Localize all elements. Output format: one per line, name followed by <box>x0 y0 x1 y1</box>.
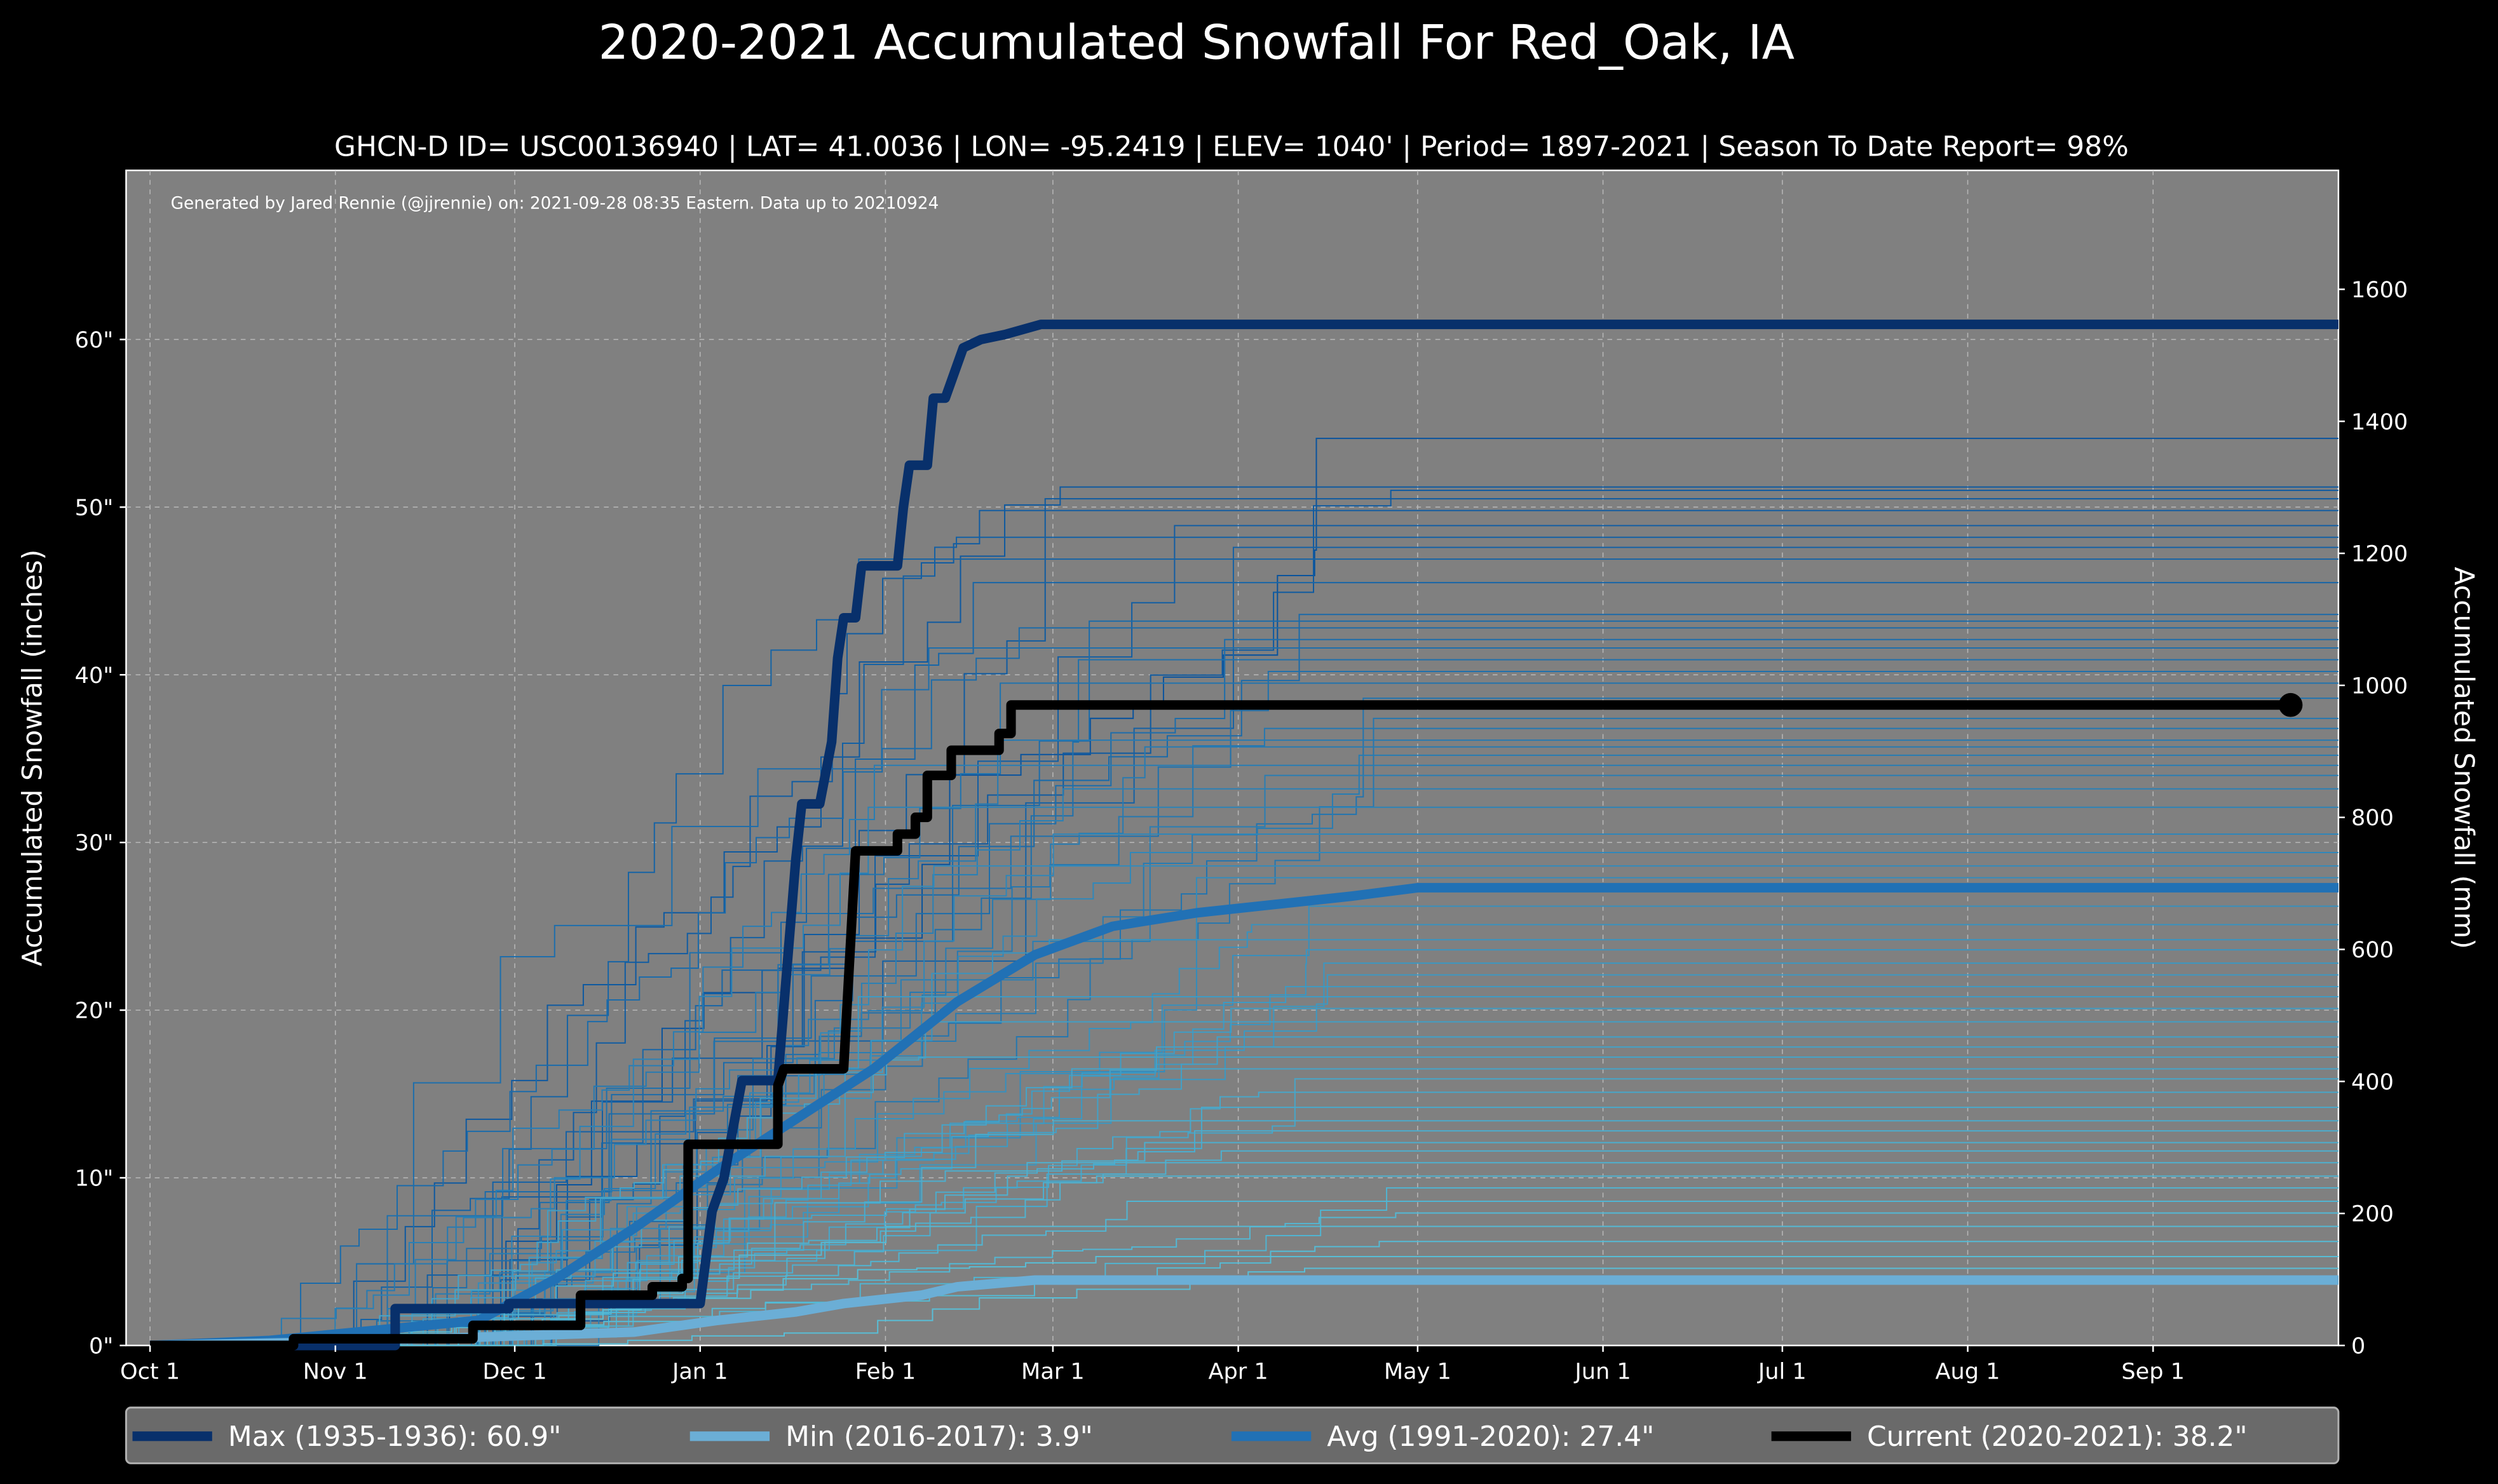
x-tick-label: Oct 1 <box>120 1359 180 1385</box>
historical-season-line <box>150 525 2338 1346</box>
generated-annotation: Generated by Jared Rennie (@jjrennie) on… <box>171 194 939 213</box>
chart-subtitle: GHCN-D ID= USC00136940 | LAT= 41.0036 | … <box>334 131 2129 163</box>
series-lines <box>149 320 2338 1351</box>
current-season-endpoint <box>2278 692 2303 717</box>
historical-season-line <box>150 739 2338 1346</box>
y-right-tick-label: 0 <box>2351 1333 2365 1359</box>
legend-label: Avg (1991-2020): 27.4" <box>1327 1420 1654 1453</box>
historical-season-line <box>150 717 2338 1346</box>
historical-season-line <box>150 995 2338 1346</box>
chart-title: 2020-2021 Accumulated Snowfall For Red_O… <box>599 15 1795 71</box>
historical-season-line <box>150 659 2338 1346</box>
historical-season-line <box>150 558 2338 1346</box>
historical-season-line <box>150 489 2338 1346</box>
y-tick-label: 30" <box>75 830 114 856</box>
historical-season-line <box>150 1175 2338 1346</box>
historical-season-line <box>150 788 2338 1346</box>
x-tick-label: Jan 1 <box>671 1359 728 1385</box>
historical-season-line <box>150 638 2338 1346</box>
historical-season-line <box>150 1256 2338 1346</box>
y-tick-label: 60" <box>75 327 114 353</box>
current-season-line <box>150 700 2291 1351</box>
x-tick-label: Mar 1 <box>1021 1359 1085 1385</box>
y-axis-right: 0 200 400 600 800 1000 1200 1400 1600 <box>2338 277 2408 1359</box>
y-axis-left: 0" 10" 20" 30" 40" 50" 60" <box>75 327 126 1359</box>
historical-season-line <box>150 486 2338 1346</box>
x-tick-label: Sep 1 <box>2121 1359 2185 1385</box>
y-right-tick-label: 1400 <box>2351 409 2408 435</box>
historical-season-line <box>150 509 2338 1346</box>
x-tick-label: May 1 <box>1384 1359 1451 1385</box>
x-tick-label: Nov 1 <box>303 1359 368 1385</box>
x-tick-label: Dec 1 <box>482 1359 546 1385</box>
historical-season-line <box>150 647 2338 1346</box>
plot-area <box>125 169 2340 1347</box>
historical-season-line <box>150 1150 2338 1346</box>
x-tick-label: Apr 1 <box>1209 1359 1268 1385</box>
historical-season-line <box>150 806 2338 1346</box>
y-tick-label: 10" <box>75 1166 114 1192</box>
y-axis-label-right: Accumulated Snowfall (mm) <box>2448 567 2480 949</box>
historical-season-line <box>150 1130 2338 1346</box>
y-right-tick-label: 200 <box>2351 1201 2394 1227</box>
y-right-tick-label: 400 <box>2351 1069 2394 1095</box>
x-axis: Oct 1 Nov 1 Dec 1 Jan 1 Feb 1 Mar 1 Apr 1 May 1… <box>120 1345 2185 1385</box>
y-right-tick-label: 1600 <box>2351 277 2408 303</box>
y-axis-label: Accumulated Snowfall (inches) <box>17 550 49 966</box>
y-tick-label: 0" <box>89 1333 113 1359</box>
max-season-line <box>150 320 2338 1351</box>
y-right-tick-label: 1200 <box>2351 541 2408 567</box>
legend-label: Max (1935-1936): 60.9" <box>228 1420 561 1453</box>
legend-label: Min (2016-2017): 3.9" <box>785 1420 1093 1453</box>
historical-season-line <box>150 764 2338 1346</box>
historical-season-line <box>150 949 2338 1346</box>
y-tick-label: 50" <box>75 495 114 521</box>
legend-label: Current (2020-2021): 38.2" <box>1867 1420 2248 1453</box>
y-right-tick-label: 1000 <box>2351 673 2408 699</box>
y-right-tick-label: 800 <box>2351 805 2394 831</box>
historical-season-line <box>150 546 2338 1346</box>
historical-season-line <box>150 924 2338 1346</box>
x-tick-label: Feb 1 <box>855 1359 916 1385</box>
historical-season-line <box>150 536 2338 1346</box>
x-tick-label: Aug 1 <box>1936 1359 2000 1385</box>
legend: Max (1935-1936): 60.9" Min (2016-2017): 3… <box>125 1406 2340 1464</box>
y-tick-label: 40" <box>75 663 114 689</box>
y-tick-label: 20" <box>75 998 114 1024</box>
y-right-tick-label: 600 <box>2351 937 2394 963</box>
historical-season-line <box>150 877 2338 1346</box>
x-tick-label: Jul 1 <box>1757 1359 1807 1385</box>
x-tick-label: Jun 1 <box>1573 1359 1631 1385</box>
